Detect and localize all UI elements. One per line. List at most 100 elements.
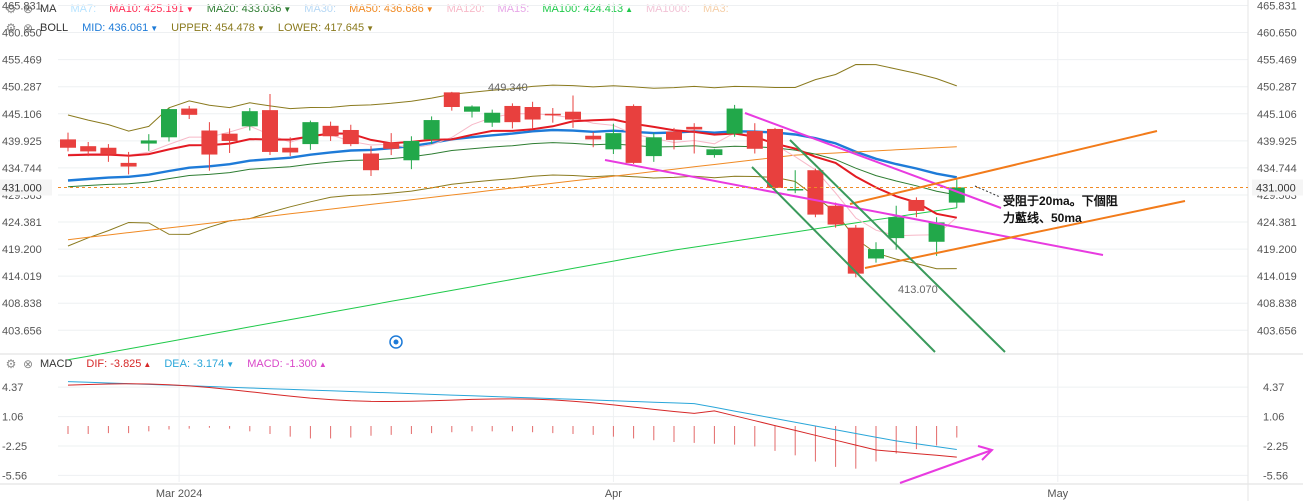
candle-body[interactable] xyxy=(686,126,703,130)
candle-body[interactable] xyxy=(282,147,299,153)
candle-body[interactable] xyxy=(787,189,804,191)
candle-body[interactable] xyxy=(403,140,420,161)
arrow-down-icon: ▼ xyxy=(256,24,265,33)
candle-body[interactable] xyxy=(443,92,460,107)
price-tick-left: 403.656 xyxy=(2,325,42,337)
annotation-text: 力藍线、50ma xyxy=(1003,210,1082,225)
candle-body[interactable] xyxy=(322,125,339,137)
price-tick-left: 434.744 xyxy=(2,163,42,175)
candle-body[interactable] xyxy=(868,249,884,259)
candle-body[interactable] xyxy=(767,128,783,188)
candle-body[interactable] xyxy=(847,227,864,274)
candle-body[interactable] xyxy=(363,153,379,171)
indicator-name: MA xyxy=(40,3,57,15)
price-tick-right: 419.200 xyxy=(1257,244,1297,256)
channel-trendline[interactable] xyxy=(849,130,1158,205)
price-tick-left: 439.925 xyxy=(2,136,42,148)
candle-body[interactable] xyxy=(140,140,157,144)
candle-body[interactable] xyxy=(302,122,319,145)
logo-icon xyxy=(389,335,403,349)
legend-item: MA120: xyxy=(447,3,485,15)
descending-trendline[interactable] xyxy=(751,166,936,353)
close-icon[interactable]: ⊗ xyxy=(22,2,34,16)
candle-body[interactable] xyxy=(948,187,965,203)
channel-trendline[interactable] xyxy=(864,200,1186,269)
arrow-down-icon: ▼ xyxy=(185,5,194,14)
candle-body[interactable] xyxy=(706,149,723,156)
candle-body[interactable] xyxy=(241,111,258,127)
candle-body[interactable] xyxy=(827,205,844,225)
date-tick: May xyxy=(1047,488,1068,500)
candle-body[interactable] xyxy=(201,130,218,155)
candle-body[interactable] xyxy=(908,199,925,211)
legend-label: MA50: xyxy=(349,3,381,15)
price-tick-right: 408.838 xyxy=(1257,298,1297,310)
legend-label: MA1000: xyxy=(646,3,691,15)
price-tick-right: 465.831 xyxy=(1257,0,1297,12)
price-tick-left: 450.287 xyxy=(2,82,42,94)
candle-body[interactable] xyxy=(100,147,117,155)
low-price-label: 413.070 xyxy=(898,284,938,296)
boll-upper-line xyxy=(67,63,957,132)
legend-item: MA10: 425.191 ▼ xyxy=(109,3,194,15)
legend-label: MA120: xyxy=(446,3,485,15)
candle-body[interactable] xyxy=(342,129,359,145)
legend-item: MID: 436.061 ▼ xyxy=(82,22,158,34)
settings-icon[interactable]: ⚙ xyxy=(5,2,17,16)
candle-body[interactable] xyxy=(120,162,137,167)
candle-body[interactable] xyxy=(746,131,763,149)
candle-body[interactable] xyxy=(464,106,480,112)
indicator-name: MACD xyxy=(40,358,73,370)
current-price-tag-right xyxy=(1252,179,1303,196)
macd-tick-right: -2.25 xyxy=(1263,441,1288,453)
candle-body[interactable] xyxy=(645,137,662,157)
candle-body[interactable] xyxy=(80,146,97,152)
legend-item: LOWER: 417.645 ▼ xyxy=(278,22,374,34)
candle-body[interactable] xyxy=(524,107,541,120)
legend-item: DEA: -3.174 ▼ xyxy=(164,358,234,370)
settings-icon[interactable]: ⚙ xyxy=(5,357,17,371)
candle-body[interactable] xyxy=(484,112,501,123)
candle-body[interactable] xyxy=(423,120,440,140)
candle-body[interactable] xyxy=(504,105,521,123)
indicator-name: BOLL xyxy=(40,22,69,34)
price-tick-right: 414.019 xyxy=(1257,271,1297,283)
resistance-trendline[interactable] xyxy=(744,112,1002,209)
macd-legend: ⚙ ⊗ MACD DIF: -3.825 ▲ DEA: -3.174 ▼ MACD: -… xyxy=(0,355,340,373)
candle-body[interactable] xyxy=(605,133,622,150)
close-icon[interactable]: ⊗ xyxy=(22,21,34,35)
candle-body[interactable] xyxy=(161,109,177,138)
price-tick-left: 465.831 xyxy=(2,0,42,12)
candle-body[interactable] xyxy=(60,139,76,148)
candle-body[interactable] xyxy=(544,113,561,116)
annotation-pointer xyxy=(974,185,1001,198)
resistance-trendline[interactable] xyxy=(604,159,1104,256)
candle-body[interactable] xyxy=(625,105,642,163)
candle-body[interactable] xyxy=(262,110,278,152)
ma50-line xyxy=(67,146,957,241)
candle-body[interactable] xyxy=(726,108,743,134)
candle-body[interactable] xyxy=(666,131,682,140)
candle-body[interactable] xyxy=(928,222,945,242)
legend-item: DIF: -3.825 ▲ xyxy=(86,358,151,370)
legend-label: MA10: xyxy=(109,3,141,15)
current-price-tag-left xyxy=(0,179,52,196)
candle-body[interactable] xyxy=(565,111,581,120)
macd-trendline[interactable] xyxy=(899,449,993,484)
candle-body[interactable] xyxy=(221,133,238,141)
descending-trendline[interactable] xyxy=(789,139,1006,353)
candle-body[interactable] xyxy=(807,170,824,215)
legend-value: -1.300 xyxy=(282,358,317,370)
macd-tick-right: -5.56 xyxy=(1263,470,1288,482)
settings-icon[interactable]: ⚙ xyxy=(5,21,17,35)
arrow-down-icon: ▼ xyxy=(283,5,292,14)
candle-body[interactable] xyxy=(585,135,602,140)
candle-body[interactable] xyxy=(181,108,198,115)
legend-item: MACD: -1.300 ▲ xyxy=(247,358,327,370)
candle-body[interactable] xyxy=(383,142,400,149)
close-icon[interactable]: ⊗ xyxy=(22,357,34,371)
legend-label: DIF: xyxy=(86,358,108,370)
date-tick: Apr xyxy=(605,488,622,500)
candle-body[interactable] xyxy=(888,217,905,239)
